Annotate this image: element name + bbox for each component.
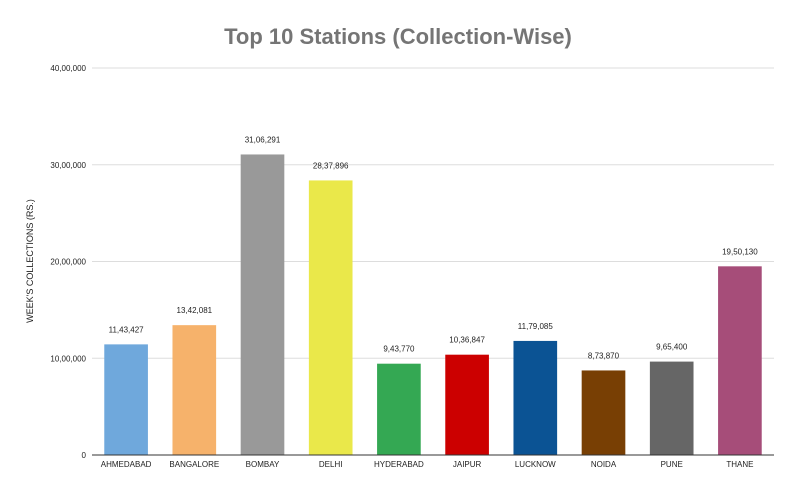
bar-lucknow (513, 340, 558, 455)
chart-title: Top 10 Stations (Collection-Wise) (224, 24, 572, 49)
data-label: 11,43,427 (109, 325, 145, 334)
data-label: 8,73,870 (588, 351, 620, 360)
gridlines (92, 67, 774, 359)
data-label: 9,65,400 (656, 343, 688, 352)
x-tick-label: PUNE (661, 460, 683, 469)
x-tick-label: DELHI (319, 460, 343, 469)
data-label: 31,06,291 (245, 135, 281, 144)
y-axis-title: WEEK'S COLLECTIONS (RS.) (25, 199, 35, 323)
y-tick-label: 40,00,000 (50, 64, 86, 73)
data-label: 19,50,130 (722, 247, 758, 256)
data-label: 10,36,847 (449, 336, 485, 345)
y-tick-label: 0 (82, 451, 87, 460)
data-label: 28,37,896 (313, 161, 349, 170)
y-axis-ticks: 0 10,00,000 20,00,000 30,00,000 40,00,000 (50, 64, 86, 460)
bar-noida (581, 370, 626, 455)
y-tick-label: 30,00,000 (50, 161, 86, 170)
bars (104, 154, 762, 455)
bar-bangalore (172, 325, 217, 455)
bar-bombay (240, 154, 285, 455)
bar-delhi (308, 180, 353, 455)
x-axis-ticks: AHMEDABAD BANGALORE BOMBAY DELHI HYDERABAD JA… (101, 460, 754, 469)
bar-jaipur (445, 354, 489, 455)
x-tick-label: HYDERABAD (374, 460, 424, 469)
bar-hyderabad (377, 363, 421, 455)
x-tick-label: BANGALORE (169, 460, 219, 469)
x-tick-label: BOMBAY (246, 460, 280, 469)
data-labels: 11,43,427 13,42,081 31,06,291 28,37,896 9,43… (109, 135, 759, 360)
data-label: 13,42,081 (177, 306, 213, 315)
bar-thane (718, 266, 762, 455)
y-tick-label: 10,00,000 (50, 354, 86, 363)
data-label: 11,79,085 (518, 322, 554, 331)
data-label: 9,43,770 (383, 345, 415, 354)
x-tick-label: JAIPUR (453, 460, 482, 469)
bar-ahmedabad (104, 344, 148, 455)
x-tick-label: THANE (726, 460, 753, 469)
x-tick-label: NOIDA (591, 460, 617, 469)
x-tick-label: AHMEDABAD (101, 460, 152, 469)
x-tick-label: LUCKNOW (515, 460, 556, 469)
bar-pune (649, 361, 694, 455)
y-tick-label: 20,00,000 (50, 258, 86, 267)
